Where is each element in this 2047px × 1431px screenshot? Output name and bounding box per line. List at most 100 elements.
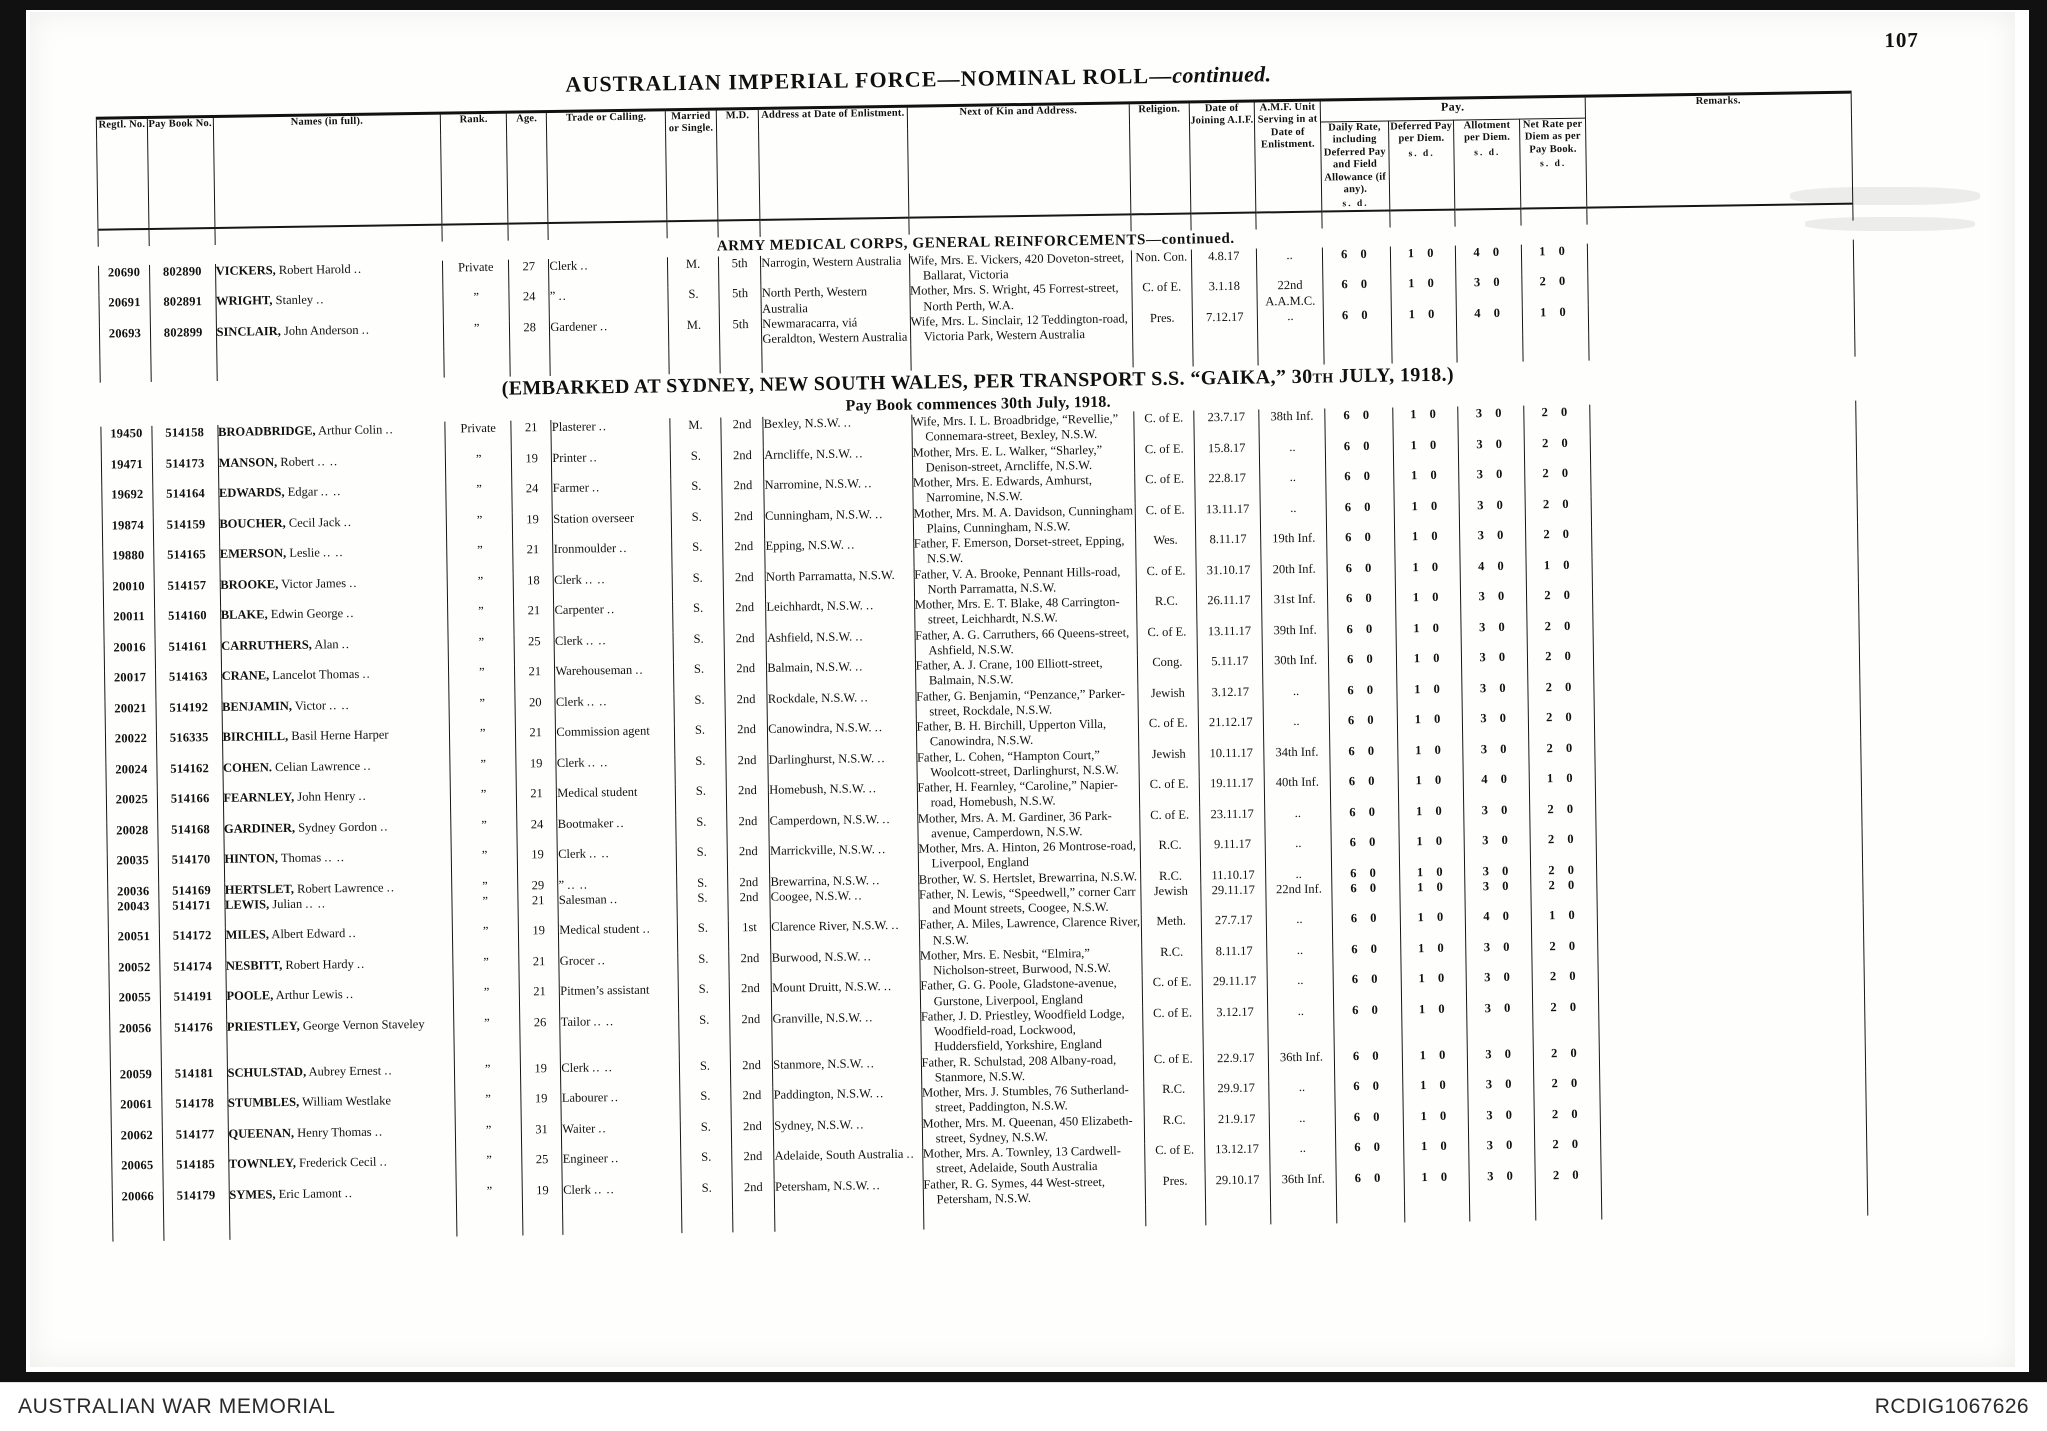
- cell-name: EMERSON, Leslie .. ..: [219, 543, 448, 578]
- cell-allotment: 3 0: [1462, 710, 1529, 743]
- cell-date-joining: 13.11.17: [1196, 623, 1263, 655]
- cell-married: S.: [671, 509, 723, 541]
- cell-religion: C. of E.: [1134, 441, 1195, 473]
- cell-deferred-pay: 1 0: [1397, 742, 1464, 774]
- cell-md: 2nd: [726, 782, 769, 815]
- col-net-rate: Net Rate per Diem as per Pay Book. s. d.: [1519, 118, 1587, 210]
- cell-net-rate: 1 0: [1529, 770, 1596, 803]
- cell-regtl-no: 20066: [112, 1188, 164, 1220]
- cell-married: S.: [678, 981, 730, 1014]
- cell-next-of-kin: Mother, Mrs. M. A. Davidson, Cunningham …: [912, 503, 1136, 537]
- cell-pay-book-no: 514179: [163, 1187, 230, 1219]
- cell-rank: ”: [452, 878, 518, 895]
- cell-name: EDWARDS, Edgar .. ..: [218, 482, 447, 517]
- cell-address: Petersham, N.S.W. ..: [774, 1177, 924, 1210]
- cell-married: S.: [679, 1058, 731, 1090]
- cell-regtl-no: 20691: [98, 295, 151, 327]
- cell-pay-book-no: 514164: [152, 486, 219, 518]
- cell-allotment: 3 0: [1467, 1046, 1534, 1078]
- cell-net-rate: 2 0: [1533, 1075, 1601, 1108]
- cell-rank: ”: [443, 320, 510, 352]
- cell-regtl-no: 20051: [108, 929, 160, 961]
- cell-name: QUEENAN, Henry Thomas ..: [227, 1123, 457, 1158]
- cell-date-joining: 19.11.17: [1198, 775, 1265, 808]
- cell-trade: Clerk .. ..: [556, 753, 676, 787]
- cell-regtl-no: 20065: [111, 1158, 164, 1190]
- cell-daily-rate: 6 0: [1326, 529, 1395, 562]
- cell-married: S.: [678, 1012, 731, 1059]
- cell-md: 2nd: [732, 1179, 775, 1211]
- cell-rank: ”: [443, 289, 510, 322]
- cell-address: Arncliffe, N.S.W. ..: [763, 445, 913, 479]
- cell-pay-book-no: 514177: [162, 1126, 229, 1159]
- cell-pay-book-no: 514192: [155, 699, 222, 732]
- page-number: 107: [1884, 27, 1920, 53]
- cell-name: SYMES, Eric Lamont ..: [228, 1184, 458, 1219]
- cell-pay-book-no: 514165: [153, 547, 220, 579]
- cell-name: CARRUTHERS, Alan ..: [220, 635, 449, 670]
- cell-next-of-kin: Father, A. J. Crane, 100 Elliott-street,…: [915, 655, 1139, 690]
- cell-age: 21: [515, 725, 557, 757]
- col-md: M.D.: [716, 109, 761, 221]
- cell-md: 2nd: [722, 508, 765, 540]
- cell-age: 19: [520, 1091, 562, 1123]
- cell-daily-rate: 6 0: [1331, 865, 1400, 882]
- cell-remarks: [1595, 797, 1863, 832]
- cell-deferred-pay: 1 0: [1402, 1077, 1469, 1110]
- cell-regtl-no: 20693: [99, 325, 151, 357]
- cell-religion: C. of E.: [1144, 1142, 1205, 1174]
- cell-age: 19: [520, 1060, 562, 1092]
- cell-trade: ” .. ..: [558, 875, 677, 893]
- cell-next-of-kin: Father, A. G. Carruthers, 66 Queens-stre…: [914, 624, 1138, 659]
- cell-next-of-kin: Father, N. Lewis, “Speedwell,” corner Ca…: [918, 884, 1142, 919]
- cell-trade: Printer ..: [551, 448, 671, 482]
- cell-pay-book-no: 514168: [157, 821, 224, 854]
- cell-net-rate: 1 0: [1522, 304, 1589, 336]
- cell-name: POOLE, Arthur Lewis ..: [225, 985, 455, 1020]
- cell-regtl-no: 20028: [106, 822, 159, 854]
- cell-religion: R.C.: [1141, 944, 1202, 976]
- cell-net-rate: 2 0: [1530, 862, 1597, 879]
- cell-remarks: [1597, 903, 1864, 939]
- cell-md: 2nd: [729, 981, 772, 1013]
- cell-remarks: [1596, 873, 1864, 908]
- cell-remarks: [1600, 1163, 1868, 1198]
- cell-rank: ”: [449, 695, 516, 727]
- cell-married: S.: [677, 920, 729, 953]
- cell-address: North Perth, Western Australia: [761, 283, 910, 317]
- cell-date-joining: 22.9.17: [1202, 1050, 1269, 1082]
- scan-edge-left: [0, 0, 26, 1382]
- cell-pay-book-no: 514166: [157, 791, 224, 823]
- cell-age: 21: [517, 892, 559, 924]
- cell-married: S.: [672, 600, 724, 632]
- cell-deferred-pay: 1 0: [1399, 879, 1466, 911]
- cell-date-joining: 26.11.17: [1196, 592, 1263, 625]
- cell-daily-rate: 6 0: [1326, 560, 1396, 592]
- col-next-of-kin: Next of Kin and Address.: [906, 104, 1132, 219]
- cell-deferred-pay: 1 0: [1399, 909, 1467, 942]
- cell-remarks: [1597, 934, 1865, 969]
- cell-daily-rate: 6 0: [1330, 804, 1399, 836]
- cell-regtl-no: 19874: [102, 517, 154, 549]
- cell-rank: ”: [449, 725, 516, 758]
- cell-name: GARDINER, Sydney Gordon ..: [223, 818, 452, 853]
- cell-date-joining: 13.12.17: [1204, 1141, 1271, 1174]
- cell-md: 2nd: [722, 539, 766, 571]
- cell-next-of-kin: Father, F. Emerson, Dorset-street, Eppin…: [913, 533, 1137, 568]
- cell-religion: R.C.: [1143, 1081, 1204, 1113]
- cell-date-joining: 31.10.17: [1195, 562, 1262, 594]
- cell-amf-unit: ..: [1269, 1110, 1336, 1142]
- cell-married: S.: [676, 890, 729, 922]
- cell-address: Mount Druitt, N.S.W. ..: [771, 979, 921, 1012]
- cell-age: 21: [516, 786, 558, 818]
- cell-deferred-pay: 1 0: [1394, 528, 1461, 561]
- cell-rank: ”: [451, 847, 518, 880]
- cell-married: S.: [670, 478, 723, 510]
- scan-edge-bottom: [0, 1372, 2047, 1382]
- cell-amf-unit: ..: [1264, 805, 1332, 837]
- cell-md: 2nd: [723, 630, 767, 662]
- cell-date-joining: 8.11.17: [1195, 531, 1262, 564]
- cell-name: BENJAMIN, Victor .. ..: [221, 696, 450, 731]
- cell-age: 24: [516, 816, 558, 848]
- col-age: Age.: [506, 113, 549, 225]
